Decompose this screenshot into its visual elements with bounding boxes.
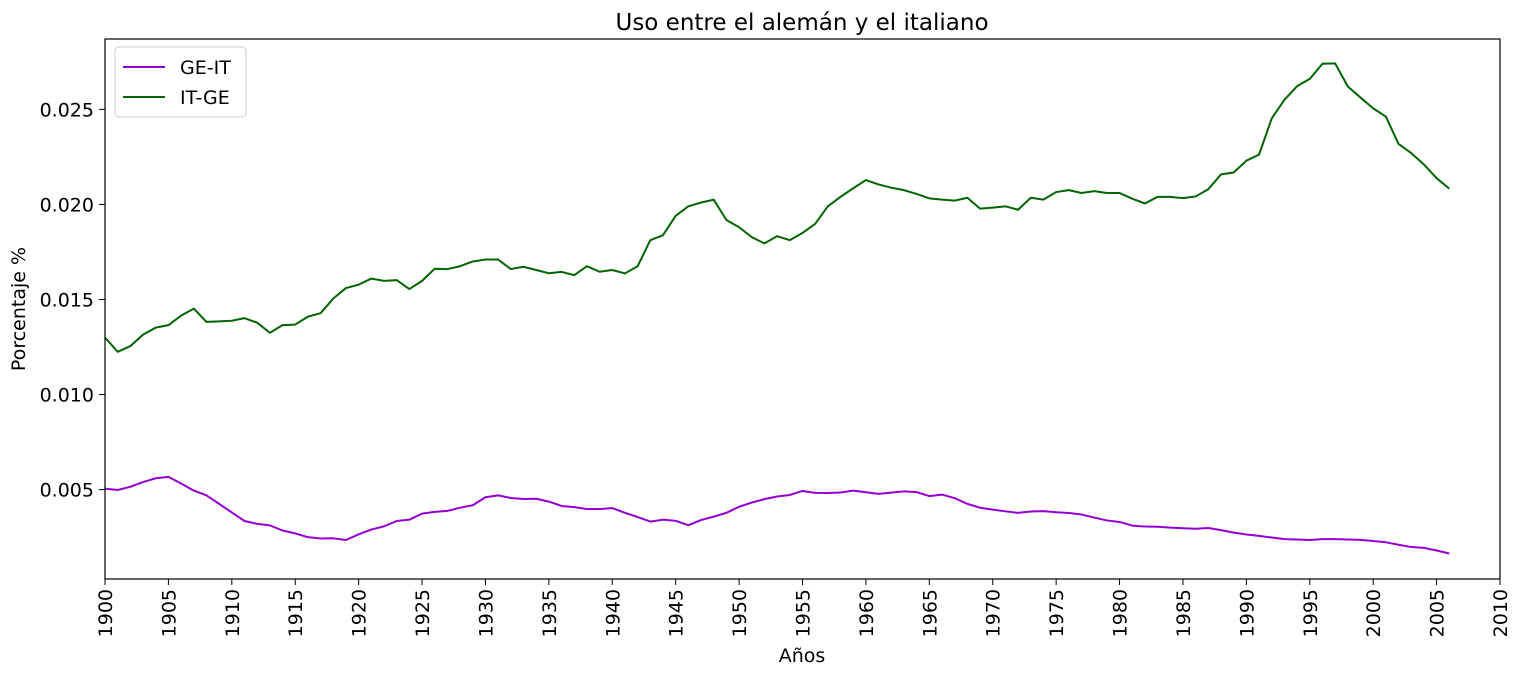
- y-tick-label-0.015: 0.015: [40, 289, 94, 311]
- legend-label-ge-it: GE-IT: [180, 57, 231, 79]
- y-tick-label-0.020: 0.020: [40, 194, 94, 216]
- legend-label-it-ge: IT-GE: [180, 87, 230, 109]
- x-tick-label-2005: 2005: [1427, 589, 1449, 637]
- x-axis: 1900 1905 1910 1915 1920 1925 1930 1935 1940 1945…: [95, 579, 1512, 637]
- x-tick-label-1965: 1965: [919, 589, 941, 637]
- x-tick-label-1950: 1950: [729, 589, 751, 637]
- chart-title: Uso entre el alemán y el italiano: [615, 10, 988, 36]
- x-tick-label-2000: 2000: [1363, 589, 1385, 637]
- x-tick-label-1990: 1990: [1236, 589, 1258, 637]
- x-tick-label-1900: 1900: [95, 589, 117, 637]
- x-tick-label-1910: 1910: [222, 589, 244, 637]
- x-axis-title: Años: [779, 645, 826, 667]
- x-tick-label-1940: 1940: [602, 589, 624, 637]
- x-tick-label-1960: 1960: [856, 589, 878, 637]
- series-line-ge-it: [104, 475, 1450, 555]
- x-tick-label-1945: 1945: [666, 589, 688, 637]
- x-tick-label-2010: 2010: [1490, 589, 1512, 637]
- x-tick-label-1915: 1915: [285, 589, 307, 637]
- x-tick-label-1995: 1995: [1300, 589, 1322, 637]
- legend: GE-IT IT-GE: [114, 46, 247, 118]
- legend-box: [114, 46, 247, 118]
- x-tick-label-1930: 1930: [475, 589, 497, 637]
- x-tick-label-1985: 1985: [1173, 589, 1195, 637]
- x-tick-label-1905: 1905: [158, 589, 180, 637]
- y-tick-label-0.005: 0.005: [40, 480, 94, 502]
- x-tick-label-1975: 1975: [1046, 589, 1068, 637]
- plot-area: [104, 62, 1450, 555]
- series-line-it-ge: [104, 62, 1450, 353]
- x-tick-label-1955: 1955: [793, 589, 815, 637]
- y-axis: 0.005 0.010 0.015 0.020 0.025: [40, 99, 105, 502]
- y-axis-title: Porcentaje %: [8, 247, 30, 371]
- x-tick-label-1935: 1935: [539, 589, 561, 637]
- y-tick-label-0.025: 0.025: [40, 99, 94, 121]
- x-tick-label-1920: 1920: [349, 589, 371, 637]
- x-tick-label-1970: 1970: [983, 589, 1005, 637]
- x-tick-label-1925: 1925: [412, 589, 434, 637]
- x-tick-label-1980: 1980: [1110, 589, 1132, 637]
- y-tick-label-0.010: 0.010: [40, 385, 94, 407]
